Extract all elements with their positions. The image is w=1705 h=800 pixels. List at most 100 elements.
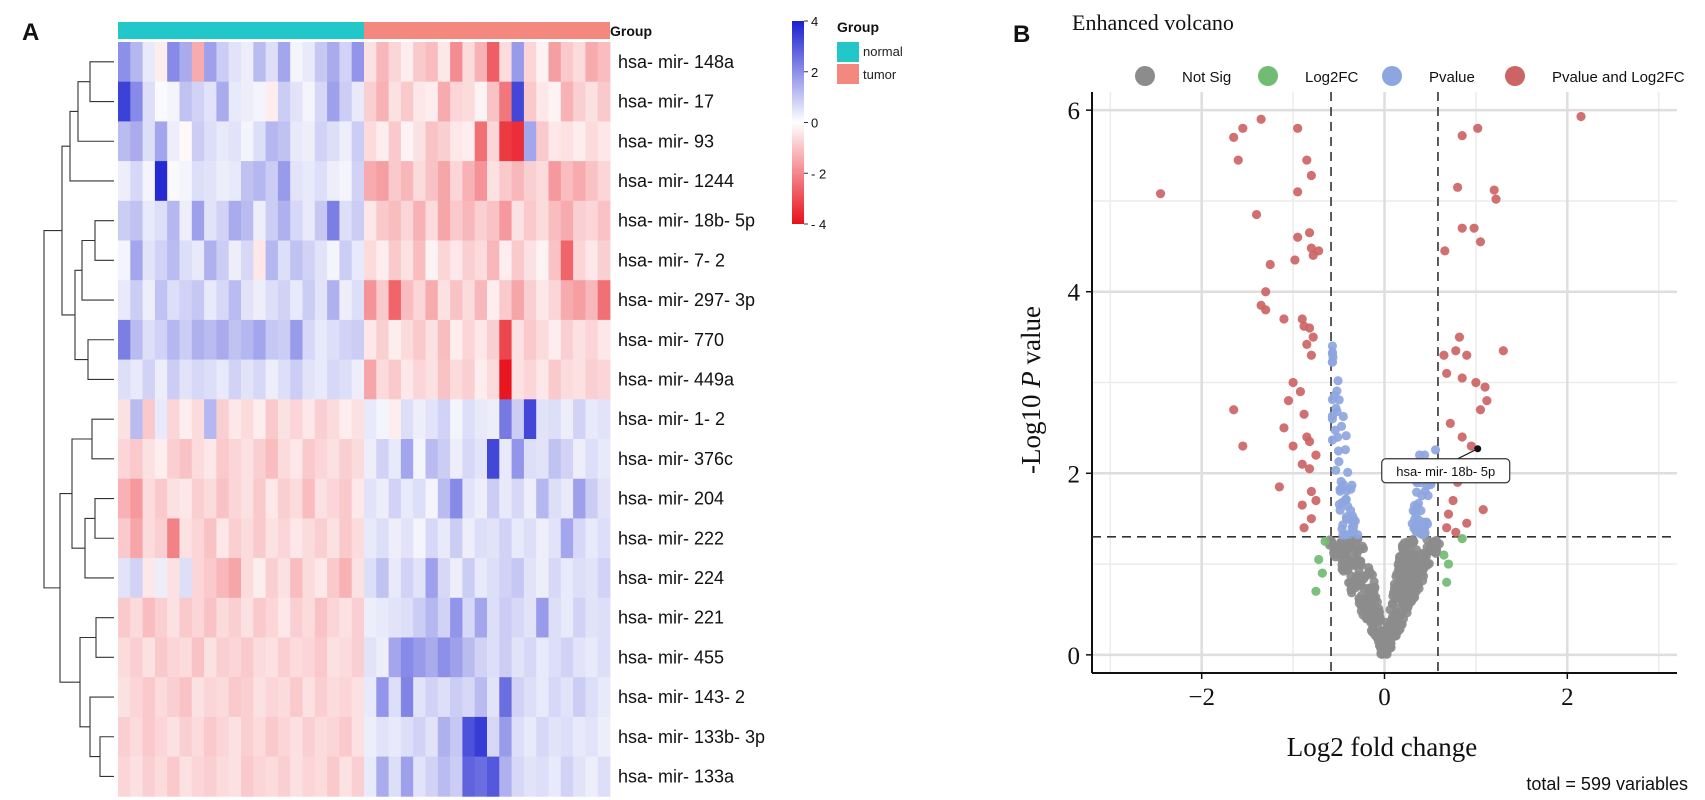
heatmap-cell [462, 399, 476, 440]
heatmap-cell [154, 240, 168, 281]
point-pvalue-and-log2fc [1304, 464, 1315, 474]
heatmap-cell [462, 716, 476, 757]
heatmap-cell [191, 439, 205, 480]
heatmap-cell [585, 399, 599, 440]
heatmap-cell [487, 597, 500, 638]
heatmap-cell [450, 81, 463, 122]
heatmap-cell [290, 558, 303, 599]
point-log2fc [1442, 577, 1452, 587]
panel-a-label: A [22, 19, 39, 46]
heatmap-cell [400, 81, 414, 122]
heatmap-cell [142, 716, 156, 757]
point-pvalue [1335, 484, 1345, 494]
heatmap-cell [450, 319, 463, 360]
heatmap-cell [585, 42, 599, 83]
heatmap-cell [474, 478, 488, 519]
point-pvalue [1336, 476, 1346, 487]
heatmap-cell [388, 359, 402, 400]
point-pvalue-and-log2fc [1251, 209, 1262, 220]
point-pvalue-and-log2fc [1306, 170, 1316, 181]
point-pvalue-and-log2fc [1311, 450, 1321, 460]
heatmap-cell [241, 200, 254, 241]
point-pvalue-and-log2fc [1297, 500, 1307, 510]
colorbar-tick-label: 0 [811, 116, 818, 131]
heatmap-cell [462, 280, 476, 321]
heatmap-cell [351, 280, 365, 321]
heatmap-cell [216, 81, 230, 122]
heatmap-cell [142, 359, 156, 400]
heatmap-cell [413, 637, 426, 678]
heatmap-cell [253, 597, 266, 638]
point-pvalue-and-log2fc [1442, 523, 1452, 533]
heatmap-cell [167, 240, 180, 281]
point-pvalue [1417, 529, 1427, 539]
point-pvalue-and-log2fc [1451, 346, 1461, 356]
heatmap-cell [339, 319, 353, 360]
heatmap-cell [597, 518, 611, 559]
point-not-sig [1402, 608, 1412, 618]
heatmap-cell [228, 439, 242, 480]
heatmap-cell [437, 319, 451, 360]
point-pvalue [1343, 467, 1353, 477]
heatmap-cell [474, 399, 488, 440]
point-pvalue-and-log2fc [1457, 432, 1467, 442]
heatmap-cell [204, 240, 217, 281]
heatmap-cell [216, 42, 230, 83]
point-pvalue [1347, 480, 1357, 490]
heatmap-cell [523, 518, 537, 559]
heatmap-cell [265, 161, 279, 202]
heatmap-cell [191, 558, 205, 599]
heatmap-cell [277, 756, 291, 797]
heatmap-cell [290, 399, 303, 440]
heatmap-cell [228, 319, 242, 360]
heatmap-cell [560, 280, 574, 321]
heatmap-cell [511, 359, 525, 400]
point-not-sig [1354, 575, 1364, 585]
heatmap-cell [499, 121, 512, 162]
heatmap-cell [130, 518, 143, 559]
point-pvalue-and-log2fc [1445, 418, 1455, 428]
legend-label-normal: normal [863, 44, 903, 59]
heatmap-cell [437, 399, 451, 440]
heatmap-cell [142, 81, 156, 122]
heatmap-cell [462, 677, 476, 718]
heatmap-cell [154, 280, 168, 321]
x-tick-label: −2 [1188, 684, 1215, 711]
heatmap-cell [302, 319, 316, 360]
heatmap-cell [462, 240, 476, 281]
heatmap-cell [216, 518, 230, 559]
heatmap-cell [167, 399, 180, 440]
heatmap-cell [437, 121, 451, 162]
heatmap-cell [474, 81, 488, 122]
heatmap-cell [548, 240, 562, 281]
heatmap-cell [265, 121, 279, 162]
heatmap-cell [290, 81, 303, 122]
row-label: hsa- mir- 133b- 3p [618, 727, 765, 747]
heatmap-cell [450, 439, 463, 480]
heatmap-cell [585, 161, 599, 202]
heatmap-cell [462, 597, 476, 638]
heatmap-cell [560, 558, 574, 599]
heatmap-cell [154, 359, 168, 400]
heatmap-cell [425, 42, 439, 83]
heatmap-cell [487, 716, 500, 757]
row-label: hsa- mir- 204 [618, 489, 724, 509]
point-log2fc [1457, 534, 1467, 544]
point-not-sig [1405, 588, 1416, 598]
heatmap-cell [339, 637, 353, 678]
heatmap-cell [487, 359, 500, 400]
heatmap-cell [437, 677, 451, 718]
point-pvalue-and-log2fc [1469, 223, 1479, 233]
heatmap-cell [560, 240, 574, 281]
heatmap-cell [302, 558, 316, 599]
heatmap-cell [536, 42, 549, 83]
heatmap-cell [560, 319, 574, 360]
heatmap-cell [474, 280, 488, 321]
heatmap-cell [179, 677, 193, 718]
point-not-sig [1411, 545, 1422, 555]
point-pvalue-and-log2fc [1256, 114, 1266, 124]
point-pvalue-and-log2fc [1448, 495, 1458, 506]
heatmap-cell [499, 716, 512, 757]
heatmap-cell [573, 637, 586, 678]
heatmap-cell [388, 756, 402, 797]
